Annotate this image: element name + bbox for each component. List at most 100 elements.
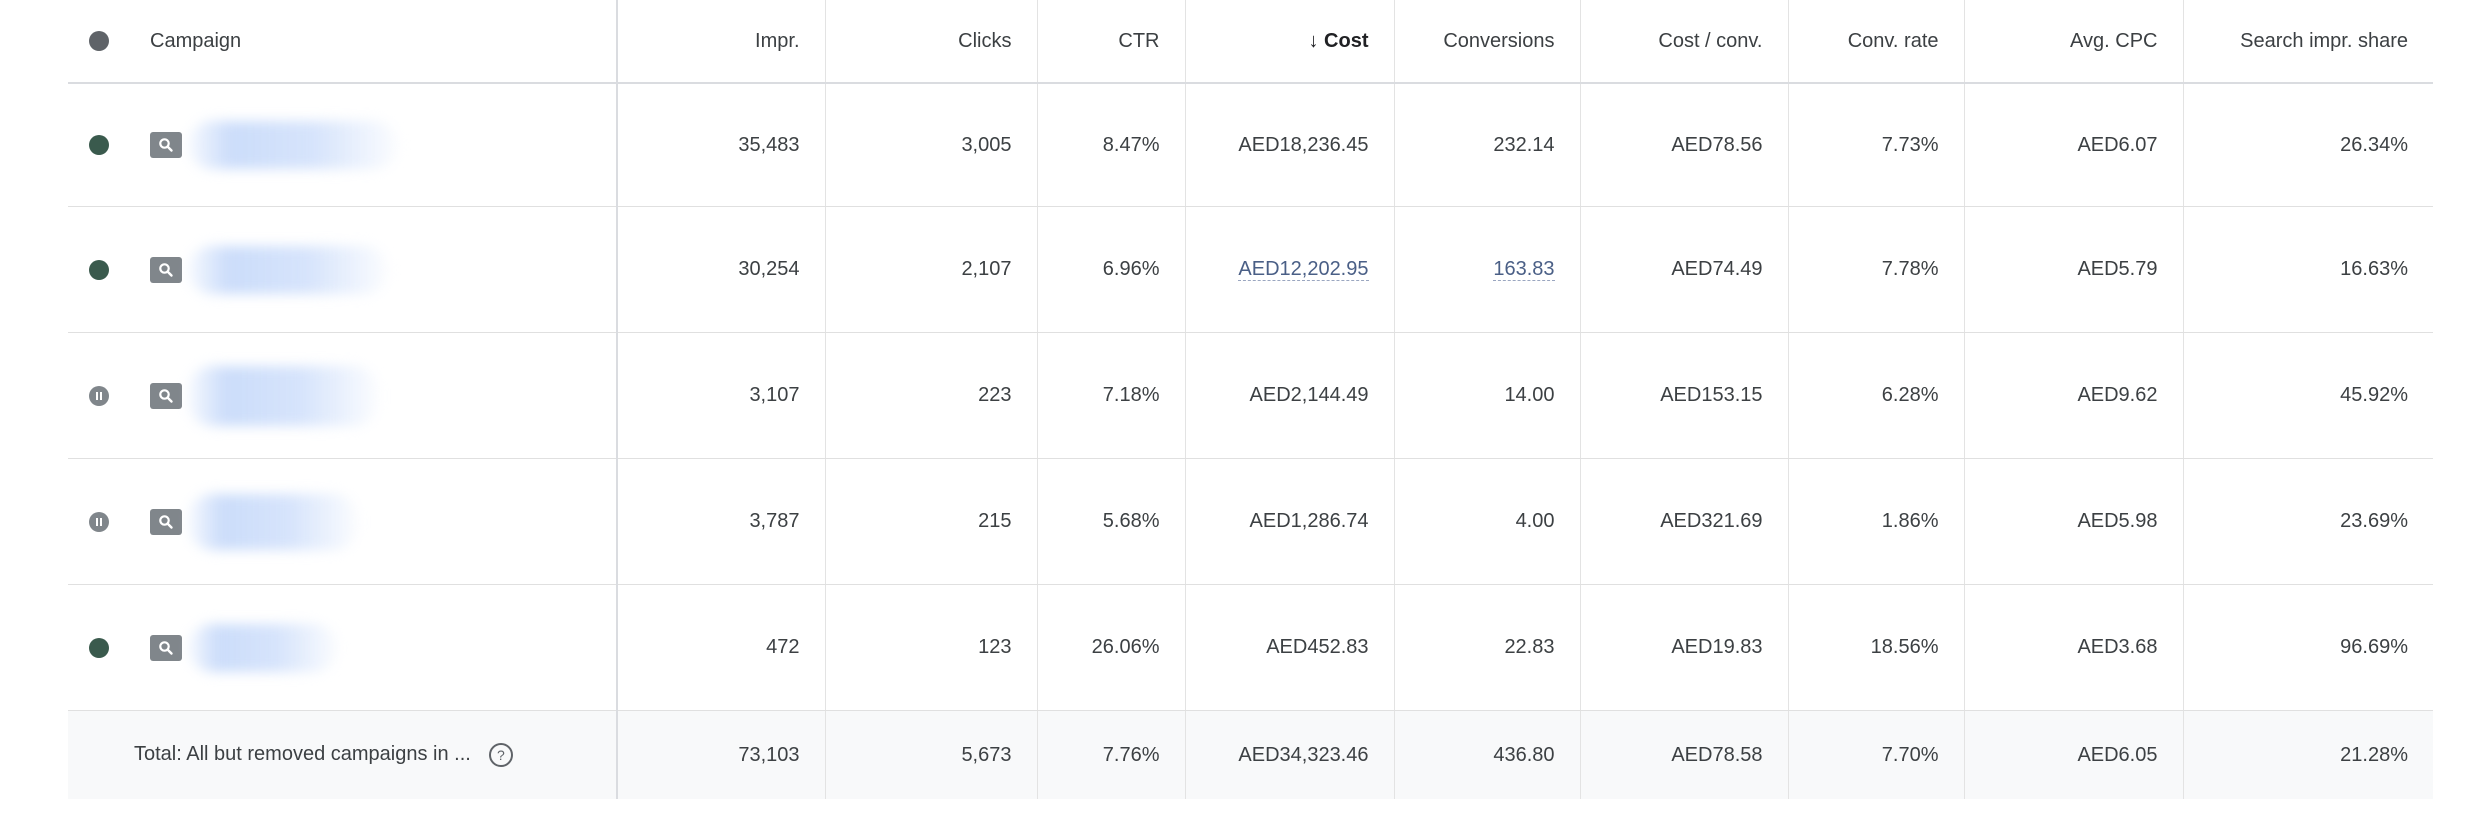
impr-column-header[interactable]: Impr. <box>617 0 826 84</box>
redacted-campaign-name[interactable] <box>188 121 398 169</box>
total-cost-per-conv-cell: AED78.58 <box>1580 710 1789 799</box>
total-avg-cpc-cell: AED6.05 <box>1964 710 2184 799</box>
status-cell[interactable] <box>68 206 128 333</box>
enabled-status-icon[interactable] <box>89 135 109 156</box>
avg-cpc-cell: AED9.62 <box>1964 332 2184 459</box>
avg-cpc-cell: AED5.98 <box>1964 458 2184 585</box>
cost-cell: AED452.83 <box>1185 584 1395 711</box>
redacted-campaign-name[interactable] <box>188 245 388 294</box>
table-row: 35,483 3,005 8.47% AED18,236.45 232.14 A… <box>68 83 2433 207</box>
search-impr-share-cell: 45.92% <box>2183 332 2433 459</box>
search-impr-share-cell: 96.69% <box>2183 584 2433 711</box>
impr-cell: 30,254 <box>617 206 826 333</box>
total-conversions-cell: 436.80 <box>1394 710 1581 799</box>
total-conv-rate-cell: 7.70% <box>1788 710 1965 799</box>
avg-cpc-cell: AED5.79 <box>1964 206 2184 333</box>
conversions-cell: 232.14 <box>1394 83 1581 207</box>
ctr-cell: 8.47% <box>1037 83 1186 207</box>
cost-cell: AED2,144.49 <box>1185 332 1395 459</box>
clicks-cell: 215 <box>825 458 1038 585</box>
impr-cell: 3,107 <box>617 332 826 459</box>
help-icon[interactable]: ? <box>488 743 513 767</box>
status-cell[interactable] <box>68 458 128 585</box>
table-row: 3,787 215 5.68% AED1,286.74 4.00 AED321.… <box>68 458 2433 585</box>
redacted-campaign-name[interactable] <box>188 365 378 426</box>
ctr-column-header[interactable]: CTR <box>1037 0 1186 84</box>
total-ctr-cell: 7.76% <box>1037 710 1186 799</box>
redacted-campaign-name[interactable] <box>188 493 358 550</box>
paused-status-icon[interactable] <box>89 511 109 532</box>
enabled-status-icon[interactable] <box>89 637 109 658</box>
search-campaign-icon <box>150 508 182 535</box>
cost-per-conv-column-header[interactable]: Cost / conv. <box>1580 0 1789 84</box>
clicks-cell: 3,005 <box>825 83 1038 207</box>
cost-per-conv-cell: AED153.15 <box>1580 332 1789 459</box>
total-label: Total: All but removed campaigns in ... <box>134 743 471 766</box>
campaign-cell[interactable] <box>128 332 618 459</box>
impr-cell: 472 <box>617 584 826 711</box>
table-row: 3,107 223 7.18% AED2,144.49 14.00 AED153… <box>68 332 2433 459</box>
status-cell[interactable] <box>68 83 128 207</box>
ctr-cell: 5.68% <box>1037 458 1186 585</box>
avg-cpc-cell: AED6.07 <box>1964 83 2184 207</box>
cost-cell[interactable]: AED12,202.95 <box>1185 206 1395 333</box>
clicks-cell: 223 <box>825 332 1038 459</box>
campaign-cell[interactable] <box>128 83 618 207</box>
clicks-column-header[interactable]: Clicks <box>825 0 1038 84</box>
conversions-cell: 14.00 <box>1394 332 1581 459</box>
cost-per-conv-cell: AED74.49 <box>1580 206 1789 333</box>
cost-link[interactable]: AED12,202.95 <box>1238 258 1369 281</box>
cost-per-conv-cell: AED19.83 <box>1580 584 1789 711</box>
search-impr-share-cell: 16.63% <box>2183 206 2433 333</box>
table-row: 472 123 26.06% AED452.83 22.83 AED19.83 … <box>68 584 2433 711</box>
search-campaign-icon <box>150 132 182 158</box>
campaign-cell[interactable] <box>128 206 618 333</box>
conv-rate-cell: 6.28% <box>1788 332 1965 459</box>
ctr-cell: 6.96% <box>1037 206 1186 333</box>
status-cell[interactable] <box>68 332 128 459</box>
clicks-cell: 123 <box>825 584 1038 711</box>
conversions-link[interactable]: 163.83 <box>1493 258 1555 281</box>
total-impr-cell: 73,103 <box>617 710 826 799</box>
header-row: Campaign Impr. Clicks CTR ↓ Cost Convers… <box>68 0 2433 84</box>
status-dot-icon <box>89 31 109 52</box>
campaign-cell[interactable] <box>128 458 618 585</box>
search-impr-share-cell: 23.69% <box>2183 458 2433 585</box>
campaigns-table: Campaign Impr. Clicks CTR ↓ Cost Convers… <box>68 0 2433 799</box>
campaign-cell[interactable] <box>128 584 618 711</box>
campaign-column-header[interactable]: Campaign <box>128 0 618 84</box>
total-clicks-cell: 5,673 <box>825 710 1038 799</box>
redacted-campaign-name[interactable] <box>188 623 338 672</box>
cost-per-conv-cell: AED321.69 <box>1580 458 1789 585</box>
table-row: 30,254 2,107 6.96% AED12,202.95 163.83 A… <box>68 206 2433 333</box>
total-label-cell: Total: All but removed campaigns in ...? <box>128 710 618 799</box>
ctr-cell: 26.06% <box>1037 584 1186 711</box>
search-campaign-icon <box>150 256 182 283</box>
total-row: Total: All but removed campaigns in ...?… <box>68 710 2433 799</box>
total-cost-cell: AED34,323.46 <box>1185 710 1395 799</box>
conv-rate-cell: 7.78% <box>1788 206 1965 333</box>
cost-cell: AED18,236.45 <box>1185 83 1395 207</box>
sort-down-arrow-icon: ↓ <box>1308 29 1319 52</box>
conversions-cell: 22.83 <box>1394 584 1581 711</box>
conv-rate-cell: 18.56% <box>1788 584 1965 711</box>
campaigns-table-container: Campaign Impr. Clicks CTR ↓ Cost Convers… <box>68 0 2433 824</box>
status-column-header[interactable] <box>68 0 128 84</box>
cost-cell: AED1,286.74 <box>1185 458 1395 585</box>
cost-header-label: Cost <box>1324 29 1369 52</box>
enabled-status-icon[interactable] <box>89 259 109 280</box>
conversions-column-header[interactable]: Conversions <box>1394 0 1581 84</box>
status-cell[interactable] <box>68 584 128 711</box>
cost-per-conv-cell: AED78.56 <box>1580 83 1789 207</box>
search-impr-share-column-header[interactable]: Search impr. share <box>2183 0 2433 84</box>
paused-status-icon[interactable] <box>89 385 109 406</box>
search-impr-share-cell: 26.34% <box>2183 83 2433 207</box>
conv-rate-cell: 7.73% <box>1788 83 1965 207</box>
search-campaign-icon <box>150 634 182 661</box>
conv-rate-column-header[interactable]: Conv. rate <box>1788 0 1965 84</box>
conversions-cell[interactable]: 163.83 <box>1394 206 1581 333</box>
cost-column-header[interactable]: ↓ Cost <box>1185 0 1395 84</box>
avg-cpc-column-header[interactable]: Avg. CPC <box>1964 0 2184 84</box>
conversions-cell: 4.00 <box>1394 458 1581 585</box>
search-campaign-icon <box>150 382 182 409</box>
